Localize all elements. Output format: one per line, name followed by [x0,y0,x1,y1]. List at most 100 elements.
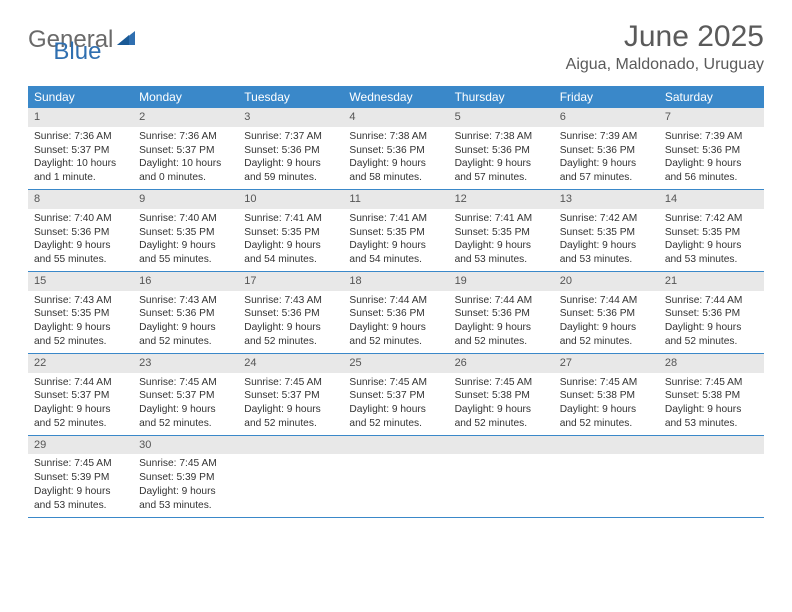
day-sunset: Sunset: 5:38 PM [665,389,758,403]
day-cell: 29Sunrise: 7:45 AMSunset: 5:39 PMDayligh… [28,436,133,517]
day-sunset: Sunset: 5:36 PM [560,307,653,321]
day-sunset: Sunset: 5:38 PM [455,389,548,403]
day-cell [343,436,448,517]
day-day1: Daylight: 9 hours [349,403,442,417]
weekday-label: Sunday [28,86,133,108]
day-sunset: Sunset: 5:35 PM [244,226,337,240]
day-day2: and 58 minutes. [349,171,442,185]
day-sunrise: Sunrise: 7:44 AM [34,376,127,390]
day-day2: and 52 minutes. [560,417,653,431]
logo: General Blue [28,26,189,54]
week-row: 29Sunrise: 7:45 AMSunset: 5:39 PMDayligh… [28,436,764,518]
day-day1: Daylight: 9 hours [560,157,653,171]
day-day1: Daylight: 9 hours [139,485,232,499]
day-day2: and 53 minutes. [455,253,548,267]
day-day2: and 0 minutes. [139,171,232,185]
day-sunset: Sunset: 5:36 PM [139,307,232,321]
day-cell: 11Sunrise: 7:41 AMSunset: 5:35 PMDayligh… [343,190,448,271]
day-sunrise: Sunrise: 7:45 AM [34,457,127,471]
day-day1: Daylight: 9 hours [455,239,548,253]
day-cell: 26Sunrise: 7:45 AMSunset: 5:38 PMDayligh… [449,354,554,435]
day-number: 30 [133,436,238,455]
day-cell: 14 Sunrise: 7:42 AMSunset: 5:35 PMDayligh… [659,190,764,271]
day-day1: Daylight: 9 hours [349,321,442,335]
day-number: 20 [554,272,659,291]
day-cell: 28Sunrise: 7:45 AMSunset: 5:38 PMDayligh… [659,354,764,435]
day-sunset: Sunset: 5:36 PM [455,144,548,158]
day-day2: and 52 minutes. [244,335,337,349]
day-sunset: Sunset: 5:35 PM [665,226,758,240]
day-cell: 30Sunrise: 7:45 AMSunset: 5:39 PMDayligh… [133,436,238,517]
day-day1: Daylight: 9 hours [665,239,758,253]
day-day1: Daylight: 9 hours [244,321,337,335]
logo-blue-word: Blue [53,38,101,65]
day-body: Sunrise: 7:44 AMSunset: 5:36 PMDaylight:… [449,291,554,353]
day-cell: 13Sunrise: 7:42 AMSunset: 5:35 PMDayligh… [554,190,659,271]
day-sunrise: Sunrise: 7:38 AM [455,130,548,144]
day-day2: and 52 minutes. [34,417,127,431]
day-body [554,454,659,512]
day-body: Sunrise: 7:43 AMSunset: 5:36 PMDaylight:… [133,291,238,353]
day-day2: and 52 minutes. [139,335,232,349]
day-day1: Daylight: 10 hours [139,157,232,171]
header: General Blue June 2025 Aigua, Maldonado,… [28,20,764,74]
day-body: Sunrise: 7:37 AMSunset: 5:36 PMDaylight:… [238,127,343,189]
day-body: Sunrise: 7:45 AMSunset: 5:38 PMDaylight:… [449,373,554,435]
day-day1: Daylight: 9 hours [455,321,548,335]
day-body: Sunrise: 7:41 AMSunset: 5:35 PMDaylight:… [343,209,448,271]
day-sunrise: Sunrise: 7:45 AM [139,457,232,471]
day-sunrise: Sunrise: 7:42 AM [665,212,758,226]
day-number: 26 [449,354,554,373]
day-number: 7 [659,108,764,127]
day-body: Sunrise: 7:44 AMSunset: 5:36 PMDaylight:… [554,291,659,353]
day-number: 18 [343,272,448,291]
weekday-label: Wednesday [343,86,448,108]
day-day2: and 52 minutes. [139,417,232,431]
day-day1: Daylight: 9 hours [34,239,127,253]
day-number: 14 [659,190,764,209]
day-cell: 23Sunrise: 7:45 AMSunset: 5:37 PMDayligh… [133,354,238,435]
day-body [449,454,554,512]
day-sunset: Sunset: 5:38 PM [560,389,653,403]
day-day2: and 55 minutes. [139,253,232,267]
day-body: Sunrise: 7:45 AMSunset: 5:37 PMDaylight:… [238,373,343,435]
day-cell: 8Sunrise: 7:40 AMSunset: 5:36 PMDaylight… [28,190,133,271]
day-cell [449,436,554,517]
day-sunrise: Sunrise: 7:43 AM [244,294,337,308]
day-day2: and 52 minutes. [560,335,653,349]
day-day1: Daylight: 10 hours [34,157,127,171]
month-title: June 2025 [566,20,764,54]
day-sunrise: Sunrise: 7:40 AM [139,212,232,226]
day-number: 22 [28,354,133,373]
day-cell: 25Sunrise: 7:45 AMSunset: 5:37 PMDayligh… [343,354,448,435]
day-cell: 12Sunrise: 7:41 AMSunset: 5:35 PMDayligh… [449,190,554,271]
day-day2: and 53 minutes. [665,253,758,267]
day-day2: and 53 minutes. [34,499,127,513]
day-body: Sunrise: 7:45 AMSunset: 5:38 PMDaylight:… [659,373,764,435]
day-body: Sunrise: 7:42 AMSunset: 5:35 PMDaylight:… [554,209,659,271]
day-day1: Daylight: 9 hours [34,485,127,499]
day-body: Sunrise: 7:44 AMSunset: 5:37 PMDaylight:… [28,373,133,435]
day-day2: and 54 minutes. [349,253,442,267]
day-sunrise: Sunrise: 7:39 AM [560,130,653,144]
day-sunset: Sunset: 5:36 PM [34,226,127,240]
day-sunrise: Sunrise: 7:44 AM [560,294,653,308]
day-body [238,454,343,512]
day-body: Sunrise: 7:45 AMSunset: 5:37 PMDaylight:… [343,373,448,435]
weekday-label: Thursday [449,86,554,108]
day-body: Sunrise: 7:40 AMSunset: 5:36 PMDaylight:… [28,209,133,271]
day-body [343,454,448,512]
day-sunset: Sunset: 5:35 PM [455,226,548,240]
day-body: Sunrise: 7:41 AMSunset: 5:35 PMDaylight:… [449,209,554,271]
day-number: 12 [449,190,554,209]
day-number: 1 [28,108,133,127]
day-cell: 21Sunrise: 7:44 AMSunset: 5:36 PMDayligh… [659,272,764,353]
day-cell: 24Sunrise: 7:45 AMSunset: 5:37 PMDayligh… [238,354,343,435]
day-number: 11 [343,190,448,209]
day-body: Sunrise: 7:45 AMSunset: 5:39 PMDaylight:… [133,454,238,516]
day-cell: 6Sunrise: 7:39 AMSunset: 5:36 PMDaylight… [554,108,659,189]
day-number: 9 [133,190,238,209]
day-sunrise: Sunrise: 7:43 AM [34,294,127,308]
day-number: 23 [133,354,238,373]
day-day1: Daylight: 9 hours [139,321,232,335]
